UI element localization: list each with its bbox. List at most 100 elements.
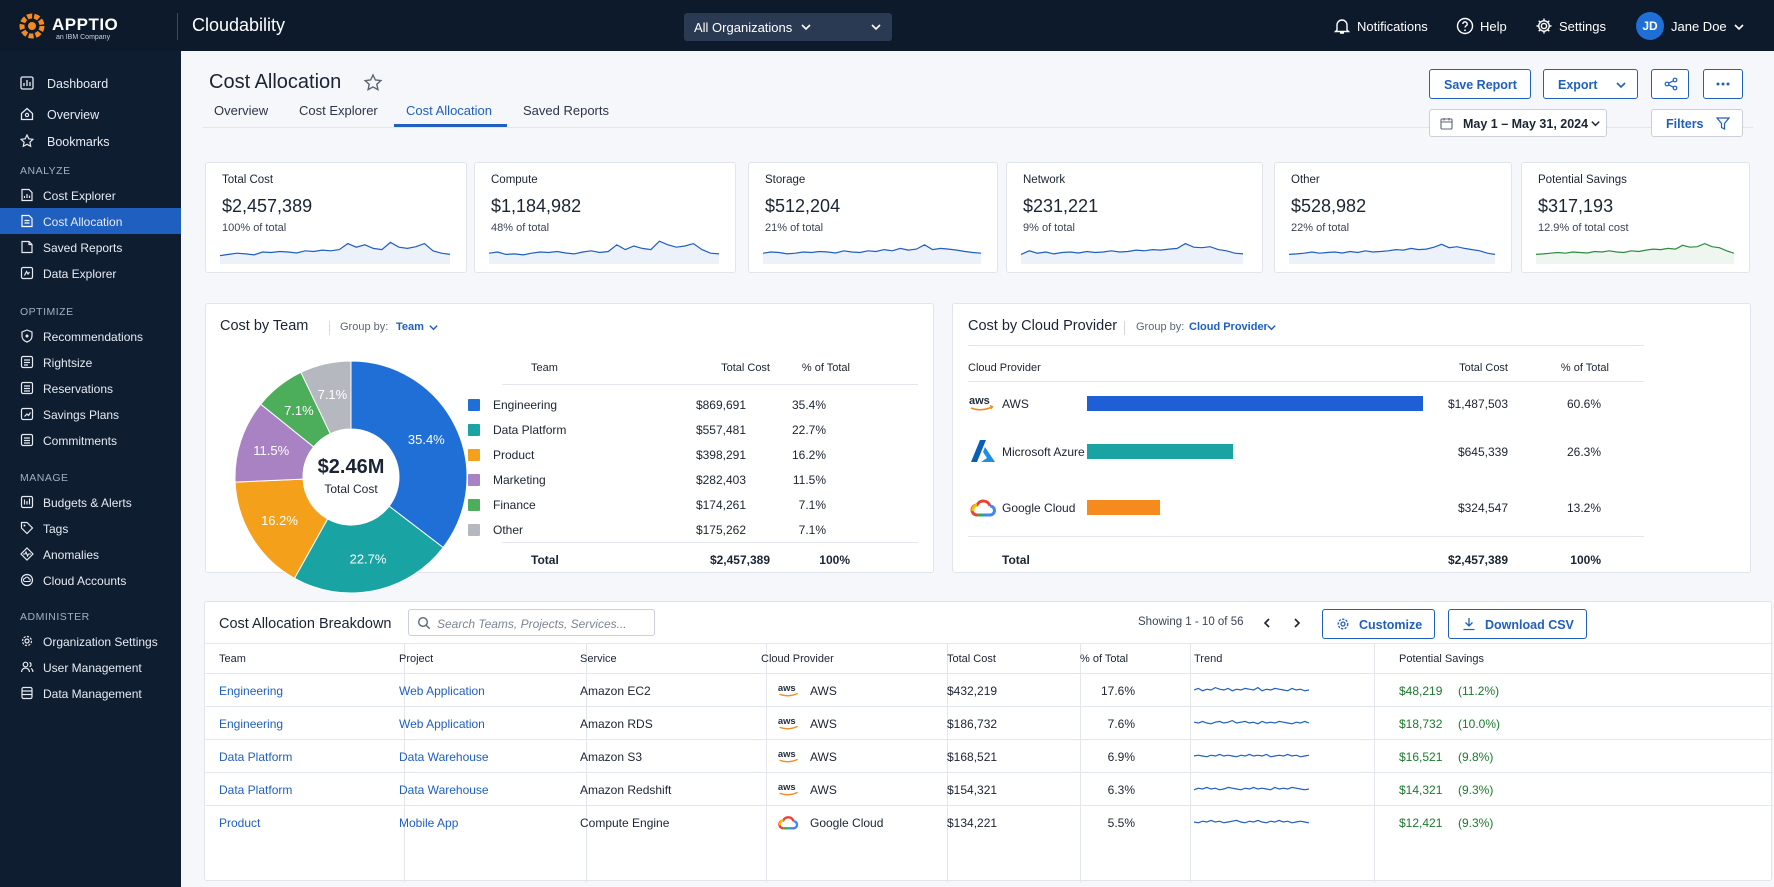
provider-bar[interactable] [1087,396,1423,411]
sidebar-item-anomalies[interactable]: Anomalies [0,541,181,567]
sidebar-item-reservations[interactable]: Reservations [0,375,181,401]
column-header-pct-of-total: % of Total [1560,362,1609,374]
kpi-label: Potential Savings [1538,174,1627,186]
sidebar-item-savings-plans[interactable]: Savings Plans [0,401,181,427]
user-name[interactable]: Jane Doe [1671,19,1727,34]
organization-select[interactable]: All Organizations [684,13,892,41]
sidebar-item-commitments[interactable]: Commitments [0,427,181,453]
sidebar-item-budgets-alerts[interactable]: Budgets & Alerts [0,489,181,515]
sidebar-item-user-management[interactable]: User Management [0,654,181,680]
save-report-button[interactable]: Save Report [1429,69,1531,99]
sidebar-item-cloud-accounts[interactable]: Cloud Accounts [0,567,181,593]
sidebar-item-rightsize[interactable]: Rightsize [0,349,181,375]
favorite-star-icon[interactable] [363,73,383,93]
row-team-link[interactable]: Product [219,816,261,830]
column-header-team[interactable]: Team [219,653,246,665]
sidebar-item-tags[interactable]: Tags [0,515,181,541]
svg-text:aws: aws [778,715,796,726]
row-team-link[interactable]: Data Platform [219,783,293,797]
team-name[interactable]: Engineering [493,398,558,412]
sidebar-item-label: Data Explorer [43,267,117,281]
chevron-down-icon[interactable] [428,322,439,333]
filters-button[interactable]: Filters [1651,109,1743,137]
tab-overview[interactable]: Overview [214,103,269,118]
kpi-card-total-cost[interactable]: Total Cost $2,457,389 100% of total [205,162,467,273]
row-project-link[interactable]: Mobile App [399,816,459,830]
date-range-picker[interactable]: May 1 – May 31, 2024 [1429,109,1607,137]
breakdown-search-input[interactable]: Search Teams, Projects, Services... [408,609,655,636]
apptio-logo[interactable]: APPTIO an IBM Company [18,10,136,44]
row-project-link[interactable]: Web Application [399,717,485,731]
aws-logo-icon: aws [778,748,798,763]
column-divider [947,643,948,883]
group-by-select[interactable]: Cloud Provider [1189,321,1279,333]
sidebar-item-dashboard[interactable]: Dashboard [0,70,181,96]
report-icon [21,240,33,254]
sidebar-item-data-management[interactable]: Data Management [0,680,181,706]
cost-allocation-breakdown-panel: Cost Allocation Breakdown Search Teams, … [204,601,1773,883]
team-name[interactable]: Finance [493,498,536,512]
cost-by-team-donut-chart[interactable]: 35.4% 22.7% 16.2% 11.5% 7.1% 7.1% [234,360,468,594]
export-button[interactable]: Export [1543,69,1638,99]
provider-bar[interactable] [1087,444,1233,459]
sidebar-item-cost-allocation[interactable]: Cost Allocation [0,208,181,234]
row-team-link[interactable]: Engineering [219,684,284,698]
sidebar-item-overview[interactable]: Overview [0,101,181,127]
sidebar-item-recommendations[interactable]: Recommendations [0,323,181,349]
column-header-project[interactable]: Project [399,653,434,665]
settings-button[interactable]: Settings [1535,16,1615,38]
help-button[interactable]: Help [1456,16,1511,38]
dashboard-icon [20,76,34,90]
tab-saved-reports[interactable]: Saved Reports [523,103,609,118]
notifications-button[interactable]: Notifications [1333,16,1433,38]
next-page-button[interactable] [1283,610,1309,636]
sidebar-item-bookmarks[interactable]: Bookmarks [0,128,181,154]
column-header-cloud-provider[interactable]: Cloud Provider [761,653,834,665]
user-avatar[interactable]: JD [1636,12,1664,40]
sidebar-item-organization-settings[interactable]: Organization Settings [0,628,181,654]
row-project-link[interactable]: Data Warehouse [399,750,489,764]
group-by-select[interactable]: Team [396,321,446,333]
provider-name: Google Cloud [1002,501,1076,515]
row-pct: 5.5% [1107,816,1135,830]
download-csv-button[interactable]: Download CSV [1448,609,1587,639]
sidebar-item-saved-reports[interactable]: Saved Reports [0,234,181,260]
share-button[interactable] [1651,69,1689,99]
customize-button[interactable]: Customize [1322,609,1435,639]
provider-bar-track [1087,396,1423,411]
kpi-card-other[interactable]: Other $528,982 22% of total [1274,162,1512,273]
sidebar-item-label: User Management [43,661,142,675]
kpi-label: Other [1291,174,1320,186]
row-project-link[interactable]: Data Warehouse [399,783,489,797]
chevron-down-icon[interactable] [1733,21,1745,33]
column-header-potential-savings[interactable]: Potential Savings [1399,653,1484,665]
column-header-service[interactable]: Service [580,653,617,665]
table-header-divider [968,381,1644,382]
provider-bar[interactable] [1087,500,1161,515]
team-name[interactable]: Marketing [493,473,546,487]
kpi-card-network[interactable]: Network $231,221 9% of total [1006,162,1263,273]
provider-bar-track [1087,444,1423,459]
row-project-link[interactable]: Web Application [399,684,485,698]
panel-title: Cost by Team [220,318,309,334]
team-name[interactable]: Other [493,523,524,537]
sidebar-item-data-explorer[interactable]: Data Explorer [0,260,181,286]
row-team-link[interactable]: Data Platform [219,750,293,764]
kpi-card-compute[interactable]: Compute $1,184,982 48% of total [474,162,736,273]
kpi-card-potential-savings[interactable]: Potential Savings $317,193 12.9% of tota… [1521,162,1750,273]
column-header-total-cost[interactable]: Total Cost [947,653,996,665]
tab-cost-explorer[interactable]: Cost Explorer [299,103,378,118]
kpi-label: Compute [491,174,538,186]
column-header-pct-of-total[interactable]: % of Total [1080,653,1129,665]
previous-page-button[interactable] [1253,610,1279,636]
row-trend-sparkline [1194,686,1309,692]
more-options-button[interactable] [1703,69,1743,99]
chevron-down-icon[interactable] [1266,322,1277,333]
tab-cost-allocation[interactable]: Cost Allocation [406,103,492,118]
donut-slice-engineering[interactable] [350,360,468,549]
team-name[interactable]: Product [493,448,535,462]
kpi-card-storage[interactable]: Storage $512,204 21% of total [748,162,998,273]
team-name[interactable]: Data Platform [493,423,567,437]
row-team-link[interactable]: Engineering [219,717,284,731]
sidebar-item-cost-explorer[interactable]: Cost Explorer [0,182,181,208]
